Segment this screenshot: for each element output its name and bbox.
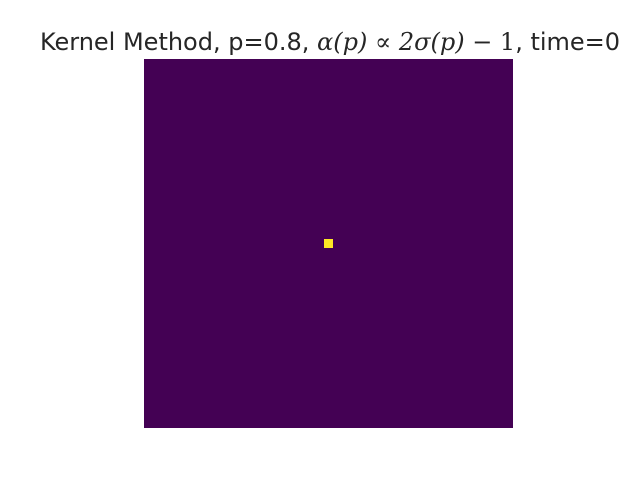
chart-title-part: α(p) xyxy=(317,28,367,56)
chart-title: Kernel Method, p=0.8, α(p) ∝ 2σ(p) − 1, … xyxy=(40,28,620,56)
chart-title-part: 2σ(p) xyxy=(398,28,465,56)
chart-title-part: ∝ xyxy=(367,28,399,56)
chart-title-part: Kernel Method, p=0.8, xyxy=(40,28,317,56)
heatmap xyxy=(144,59,513,428)
chart-title-part: , time=0 xyxy=(515,28,620,56)
chart-title-part: − 1 xyxy=(465,28,516,56)
heatmap-cell xyxy=(324,239,333,248)
